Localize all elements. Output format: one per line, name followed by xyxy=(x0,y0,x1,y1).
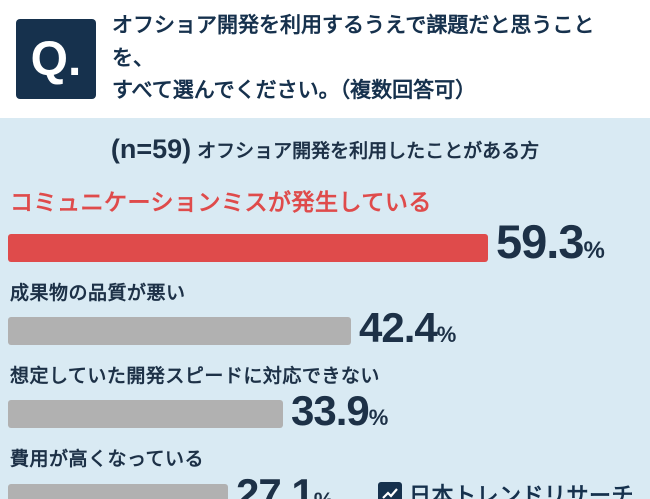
bar xyxy=(8,316,351,345)
bar xyxy=(8,483,228,499)
q-badge-label: Q. xyxy=(30,32,82,86)
brand-logo-icon xyxy=(377,481,402,499)
sample-size: (n=59) xyxy=(110,134,192,164)
percent-value: 27.1% xyxy=(236,473,334,499)
question-text-line2: すべて選んでください。（複数回答可） xyxy=(112,79,477,103)
bar xyxy=(8,400,283,429)
bar-row: 費用が高くなっている 27.1% xyxy=(8,444,642,499)
percent-unit: % xyxy=(436,321,457,347)
chart-area: (n=59) オフショア開発を利用したことがある方 コミュニケーションミスが発生し… xyxy=(0,118,650,499)
bar-label: 成果物の品質が悪い xyxy=(10,282,186,304)
bar-row: 想定していた開発スピードに対応できない 33.9% xyxy=(8,361,642,431)
bar-label: 費用が高くなっている xyxy=(10,449,205,471)
bar xyxy=(8,233,488,262)
question-text-line1: オフショア開発を利用するうえで課題だと思うことを、 xyxy=(112,14,595,70)
percent-number: 27.1 xyxy=(236,470,315,499)
bar-row: 成果物の品質が悪い 42.4% xyxy=(8,278,642,348)
bar-row: コミュニケーションミスが発生している 59.3% xyxy=(8,183,642,265)
bar-line: 42.4% xyxy=(8,306,642,348)
question-header: Q. オフショア開発を利用するうえで課題だと思うことを、 すべて選んでください。… xyxy=(0,0,650,118)
bar-line: 27.1% xyxy=(8,473,642,499)
bar-label: コミュニケーションミスが発生している xyxy=(10,189,432,215)
percent-number: 33.9 xyxy=(291,386,370,434)
percent-number: 42.4 xyxy=(359,303,438,351)
brand-footer: 日本トレンドリサーチ xyxy=(377,478,634,499)
question-text: オフショア開発を利用するうえで課題だと思うことを、 すべて選んでください。（複数… xyxy=(112,10,636,108)
percent-value: 59.3% xyxy=(496,218,605,265)
chart-subtitle-text: オフショア開発を利用したことがある方 xyxy=(197,141,540,162)
bar-label: 想定していた開発スピードに対応できない xyxy=(10,365,380,387)
percent-number: 59.3 xyxy=(496,215,584,268)
q-badge: Q. xyxy=(16,19,96,99)
bar-line: 59.3% xyxy=(8,218,642,265)
percent-unit: % xyxy=(314,488,334,499)
bar-line: 33.9% xyxy=(8,389,642,431)
percent-value: 33.9% xyxy=(291,389,389,431)
chart-subtitle: (n=59) オフショア開発を利用したことがある方 xyxy=(8,134,642,165)
percent-value: 42.4% xyxy=(359,306,457,348)
percent-unit: % xyxy=(583,237,605,264)
brand-name: 日本トレンドリサーチ xyxy=(408,482,634,499)
percent-unit: % xyxy=(368,404,389,430)
